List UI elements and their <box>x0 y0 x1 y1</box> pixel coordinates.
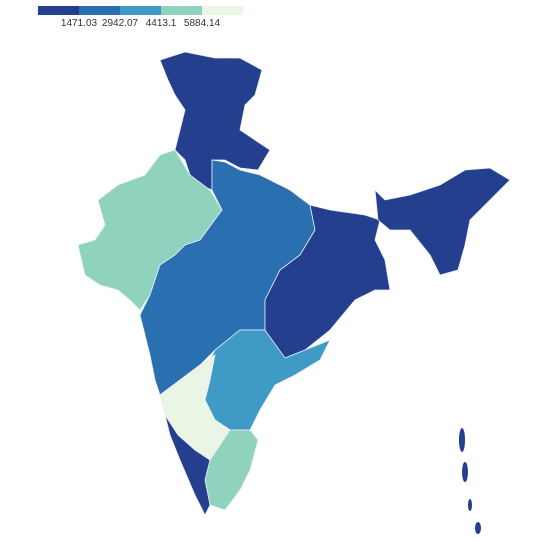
legend-swatch <box>202 6 243 15</box>
island <box>475 522 481 534</box>
legend-swatch <box>120 6 161 15</box>
south-region <box>204 429 259 511</box>
legend-tick-label: 4413.1 <box>146 18 177 29</box>
island <box>468 499 472 511</box>
east-region <box>264 204 391 359</box>
legend-tick-label: 2942.07 <box>102 18 139 29</box>
northeast-region <box>374 167 511 276</box>
legend-swatch <box>38 6 79 15</box>
legend: 1471.03 2942.07 4413.1 5884.14 <box>38 6 243 29</box>
india-map <box>77 51 511 534</box>
island <box>459 428 465 452</box>
island <box>462 462 468 482</box>
north-region <box>159 51 271 191</box>
legend-tick-label: 1471.03 <box>61 18 98 29</box>
southwest-coast-region <box>164 414 211 516</box>
west-region <box>77 149 223 311</box>
legend-tick-label: 5884.14 <box>184 18 221 29</box>
legend-swatch <box>79 6 120 15</box>
legend-swatch <box>161 6 202 15</box>
